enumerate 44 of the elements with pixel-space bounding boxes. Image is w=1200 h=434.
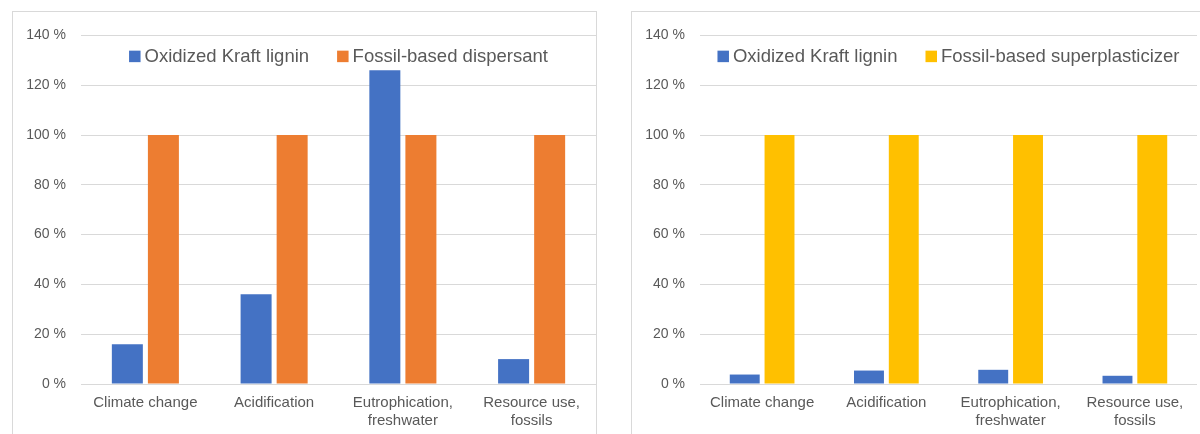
bar (764, 135, 795, 384)
x-tick-label: Eutrophication, freshwater (352, 393, 453, 429)
bar (1102, 375, 1133, 384)
y-tick-label: 20 % (653, 325, 685, 342)
y-tick-label: 100 % (26, 125, 66, 142)
bar (729, 374, 760, 384)
x-tick-label: Acidification (234, 393, 315, 411)
bar (147, 135, 179, 384)
bar (534, 135, 566, 384)
y-tick-label: 100 % (645, 125, 685, 142)
y-tick-label: 120 % (26, 76, 66, 93)
bar (1137, 135, 1168, 384)
y-tick-label: 80 % (653, 175, 685, 192)
x-tick-label: Climate change (710, 393, 815, 411)
legend-label: Fossil-based superplasticizer (940, 45, 1180, 67)
legend-label: Oxidized Kraft lignin (732, 45, 898, 67)
x-tick-label: Acidification (846, 393, 927, 411)
x-tick-label: Resource use, fossils (1086, 393, 1184, 429)
bar (276, 135, 308, 384)
y-tick-label: 20 % (34, 325, 66, 342)
bar (1013, 135, 1043, 384)
legend-label: Fossil-based dispersant (352, 45, 548, 67)
y-tick-label: 60 % (653, 225, 685, 242)
bar (978, 369, 1009, 384)
y-tick-label: 140 % (26, 26, 66, 43)
bar (240, 294, 272, 384)
y-tick-label: 80 % (34, 175, 66, 192)
y-tick-label: 40 % (653, 275, 685, 292)
legend-label: Oxidized Kraft lignin (144, 45, 310, 67)
y-tick-label: 40 % (34, 275, 66, 292)
bar (405, 135, 437, 384)
x-tick-label: Climate change (93, 393, 198, 411)
y-tick-label: 60 % (34, 225, 66, 242)
bar (888, 135, 919, 384)
y-tick-label: 0 % (660, 374, 685, 391)
bar (498, 359, 530, 384)
y-tick-label: 0 % (41, 374, 66, 391)
bar (854, 370, 884, 384)
x-tick-label: Resource use, fossils (483, 393, 580, 429)
bar (369, 70, 401, 384)
y-tick-label: 140 % (645, 26, 685, 43)
bar (111, 344, 143, 384)
y-tick-label: 120 % (645, 76, 685, 93)
x-tick-label: Eutrophication, freshwater (960, 393, 1061, 429)
